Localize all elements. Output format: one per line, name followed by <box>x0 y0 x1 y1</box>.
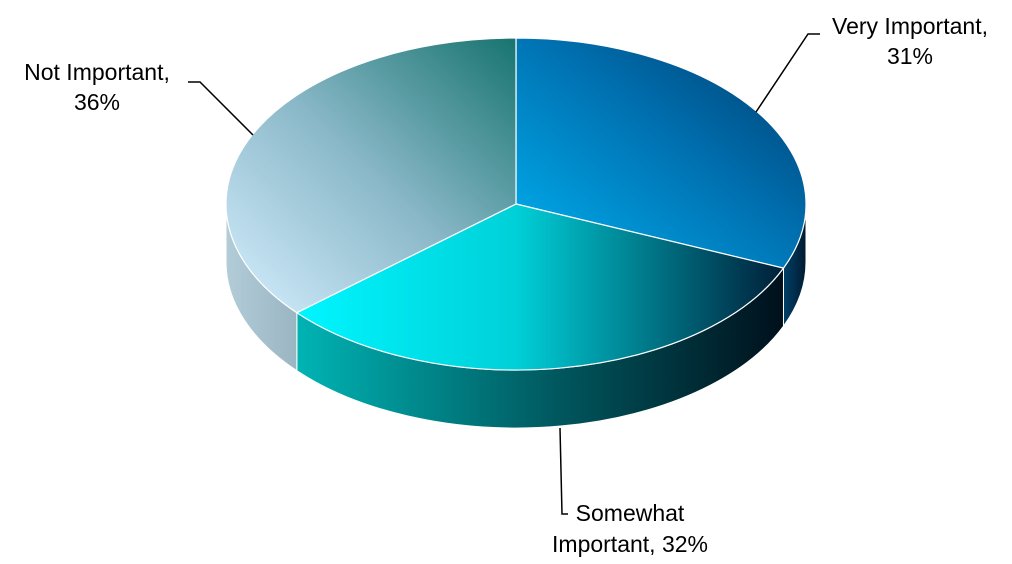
slice-label-somewhat-important-line1: Somewhat <box>576 500 685 526</box>
pie-slice-somewhat-important <box>295 203 785 371</box>
slice-label-very-important-line2: 31% <box>887 43 933 69</box>
slice-label-not-important-line1: Not Important, <box>24 59 170 85</box>
slice-label-not-important: Not Important, 36% <box>24 59 170 115</box>
slice-label-not-important-line2: 36% <box>74 89 120 115</box>
slice-label-very-important: Very Important, 31% <box>832 13 988 69</box>
leader-line-not-important <box>188 81 254 136</box>
slice-label-somewhat-important: Somewhat Important, 32% <box>552 500 708 557</box>
leader-line-very-important <box>755 33 820 113</box>
slice-label-very-important-line1: Very Important, <box>832 13 988 39</box>
pie-slice-very-important <box>515 37 807 269</box>
slice-label-somewhat-important-line2: Important, 32% <box>552 531 708 557</box>
leader-line-somewhat-important <box>559 427 568 515</box>
